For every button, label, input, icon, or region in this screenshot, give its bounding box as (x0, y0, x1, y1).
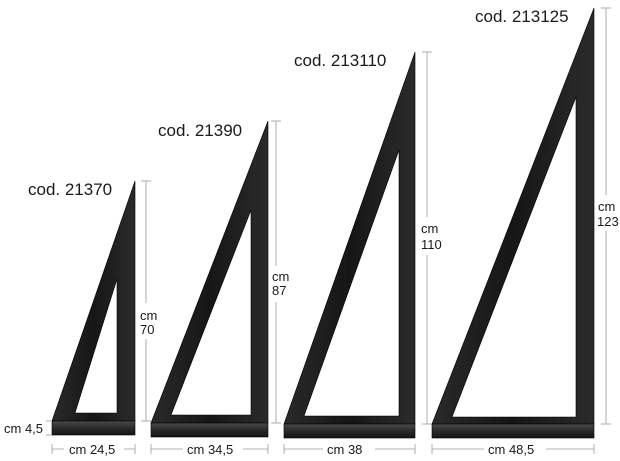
base-thickness-label: cm 4,5 (4, 421, 43, 436)
triangle-frame (283, 51, 416, 425)
width-label: cm 24,5 (69, 442, 115, 457)
width-label: cm 34,5 (187, 442, 233, 457)
height-value: 87 (272, 283, 286, 298)
product-code: cod. 213110 (294, 51, 386, 70)
triangle-square-21390: cod. 21390 cm 87 cm 34,5 (150, 120, 294, 457)
height-unit: cm (272, 269, 289, 284)
height-unit: cm (140, 308, 157, 323)
triangle-base (150, 422, 269, 438)
width-label: cm 38 (327, 442, 362, 457)
base-thickness-callout: cm 4,5 (4, 420, 52, 436)
height-value: 123 (597, 214, 619, 229)
triangle-frame (150, 120, 269, 424)
product-code: cod. 213125 (475, 7, 569, 26)
height-unit: cm (421, 221, 438, 236)
height-value: 110 (421, 237, 442, 252)
triangle-frame (51, 180, 136, 422)
triangle-base (283, 423, 416, 439)
triangle-frame (431, 7, 595, 425)
product-code: cod. 21390 (158, 121, 242, 140)
height-unit: cm (598, 199, 615, 214)
triangle-square-213125: cod. 213125 cm 123 cm 48,5 (431, 7, 620, 457)
height-value: 70 (140, 322, 154, 337)
product-code: cod. 21370 (28, 180, 112, 199)
triangle-square-21370: cod. 21370 cm 70 cm 24,5 (28, 180, 160, 457)
triangle-base (431, 423, 595, 439)
triangle-square-213110: cod. 213110 cm 110 cm 38 (283, 51, 447, 457)
triangle-base (51, 420, 136, 436)
width-label: cm 48,5 (488, 442, 534, 457)
